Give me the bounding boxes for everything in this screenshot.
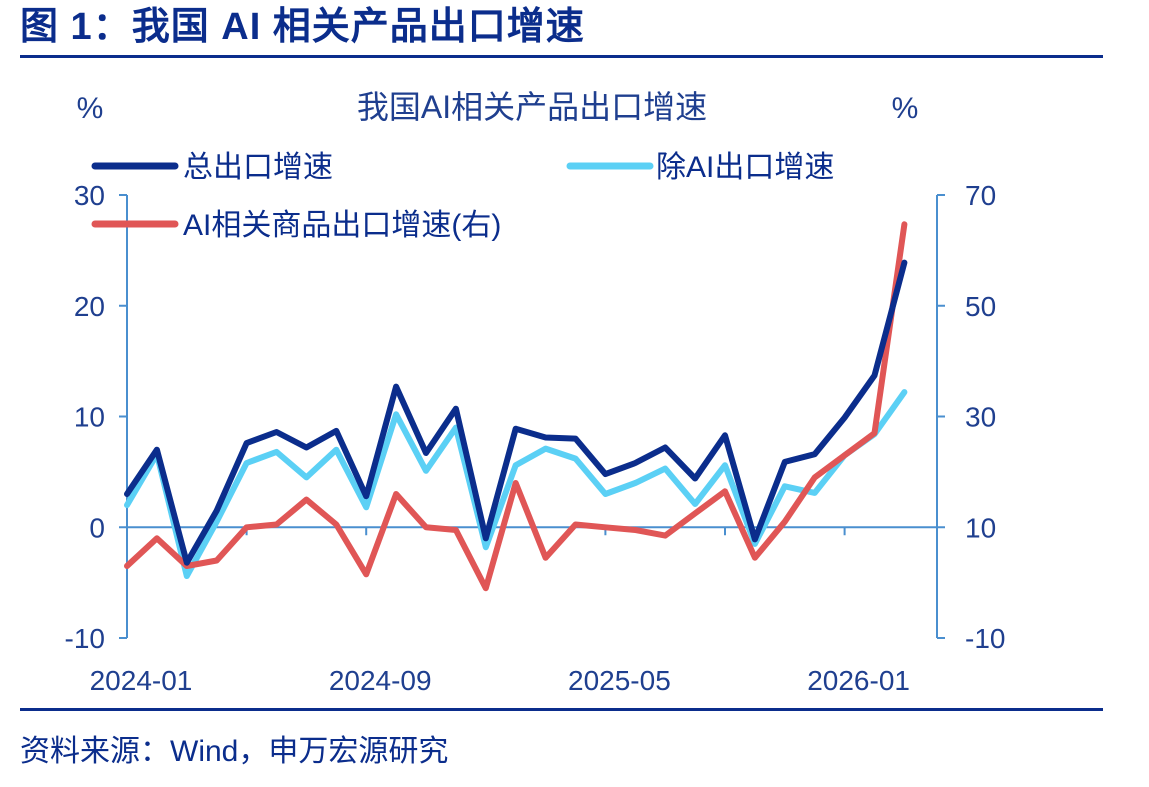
right-y-tick-label: 30 [965, 402, 996, 433]
x-tick-label: 2024-09 [329, 665, 432, 696]
left-y-tick-label: 20 [74, 291, 105, 322]
x-tick-label: 2024-01 [90, 665, 193, 696]
left-y-tick-label: 10 [74, 402, 105, 433]
figure-title: 图 1：我国 AI 相关产品出口增速 [20, 6, 585, 48]
series-line-0 [124, 259, 908, 566]
bottom-rule [20, 708, 1103, 711]
x-tick-label: 2026-01 [807, 665, 910, 696]
legend-label-1: 除AI出口增速 [656, 151, 834, 184]
source-note: 资料来源：Wind，申万宏源研究 [20, 735, 449, 768]
series-line-1 [124, 389, 908, 579]
right-y-tick-label: -10 [965, 623, 1005, 654]
left-y-tick-label: 30 [74, 180, 105, 211]
series-line-2 [124, 221, 908, 592]
right-axis-unit: % [892, 92, 919, 125]
legend-label-0: 总出口增速 [183, 151, 333, 184]
left-axis-unit: % [77, 92, 104, 125]
left-y-tick-label: -10 [65, 623, 105, 654]
left-y-tick-label: 0 [89, 512, 105, 543]
legend-label-2: AI相关商品出口增速(右) [183, 209, 501, 242]
x-tick-label: 2025-05 [568, 665, 671, 696]
chart-title: 我国AI相关产品出口增速 [357, 89, 707, 125]
right-y-tick-label: 70 [965, 180, 996, 211]
top-rule [20, 55, 1103, 58]
right-y-tick-label: 50 [965, 291, 996, 322]
right-y-tick-label: 10 [965, 512, 996, 543]
